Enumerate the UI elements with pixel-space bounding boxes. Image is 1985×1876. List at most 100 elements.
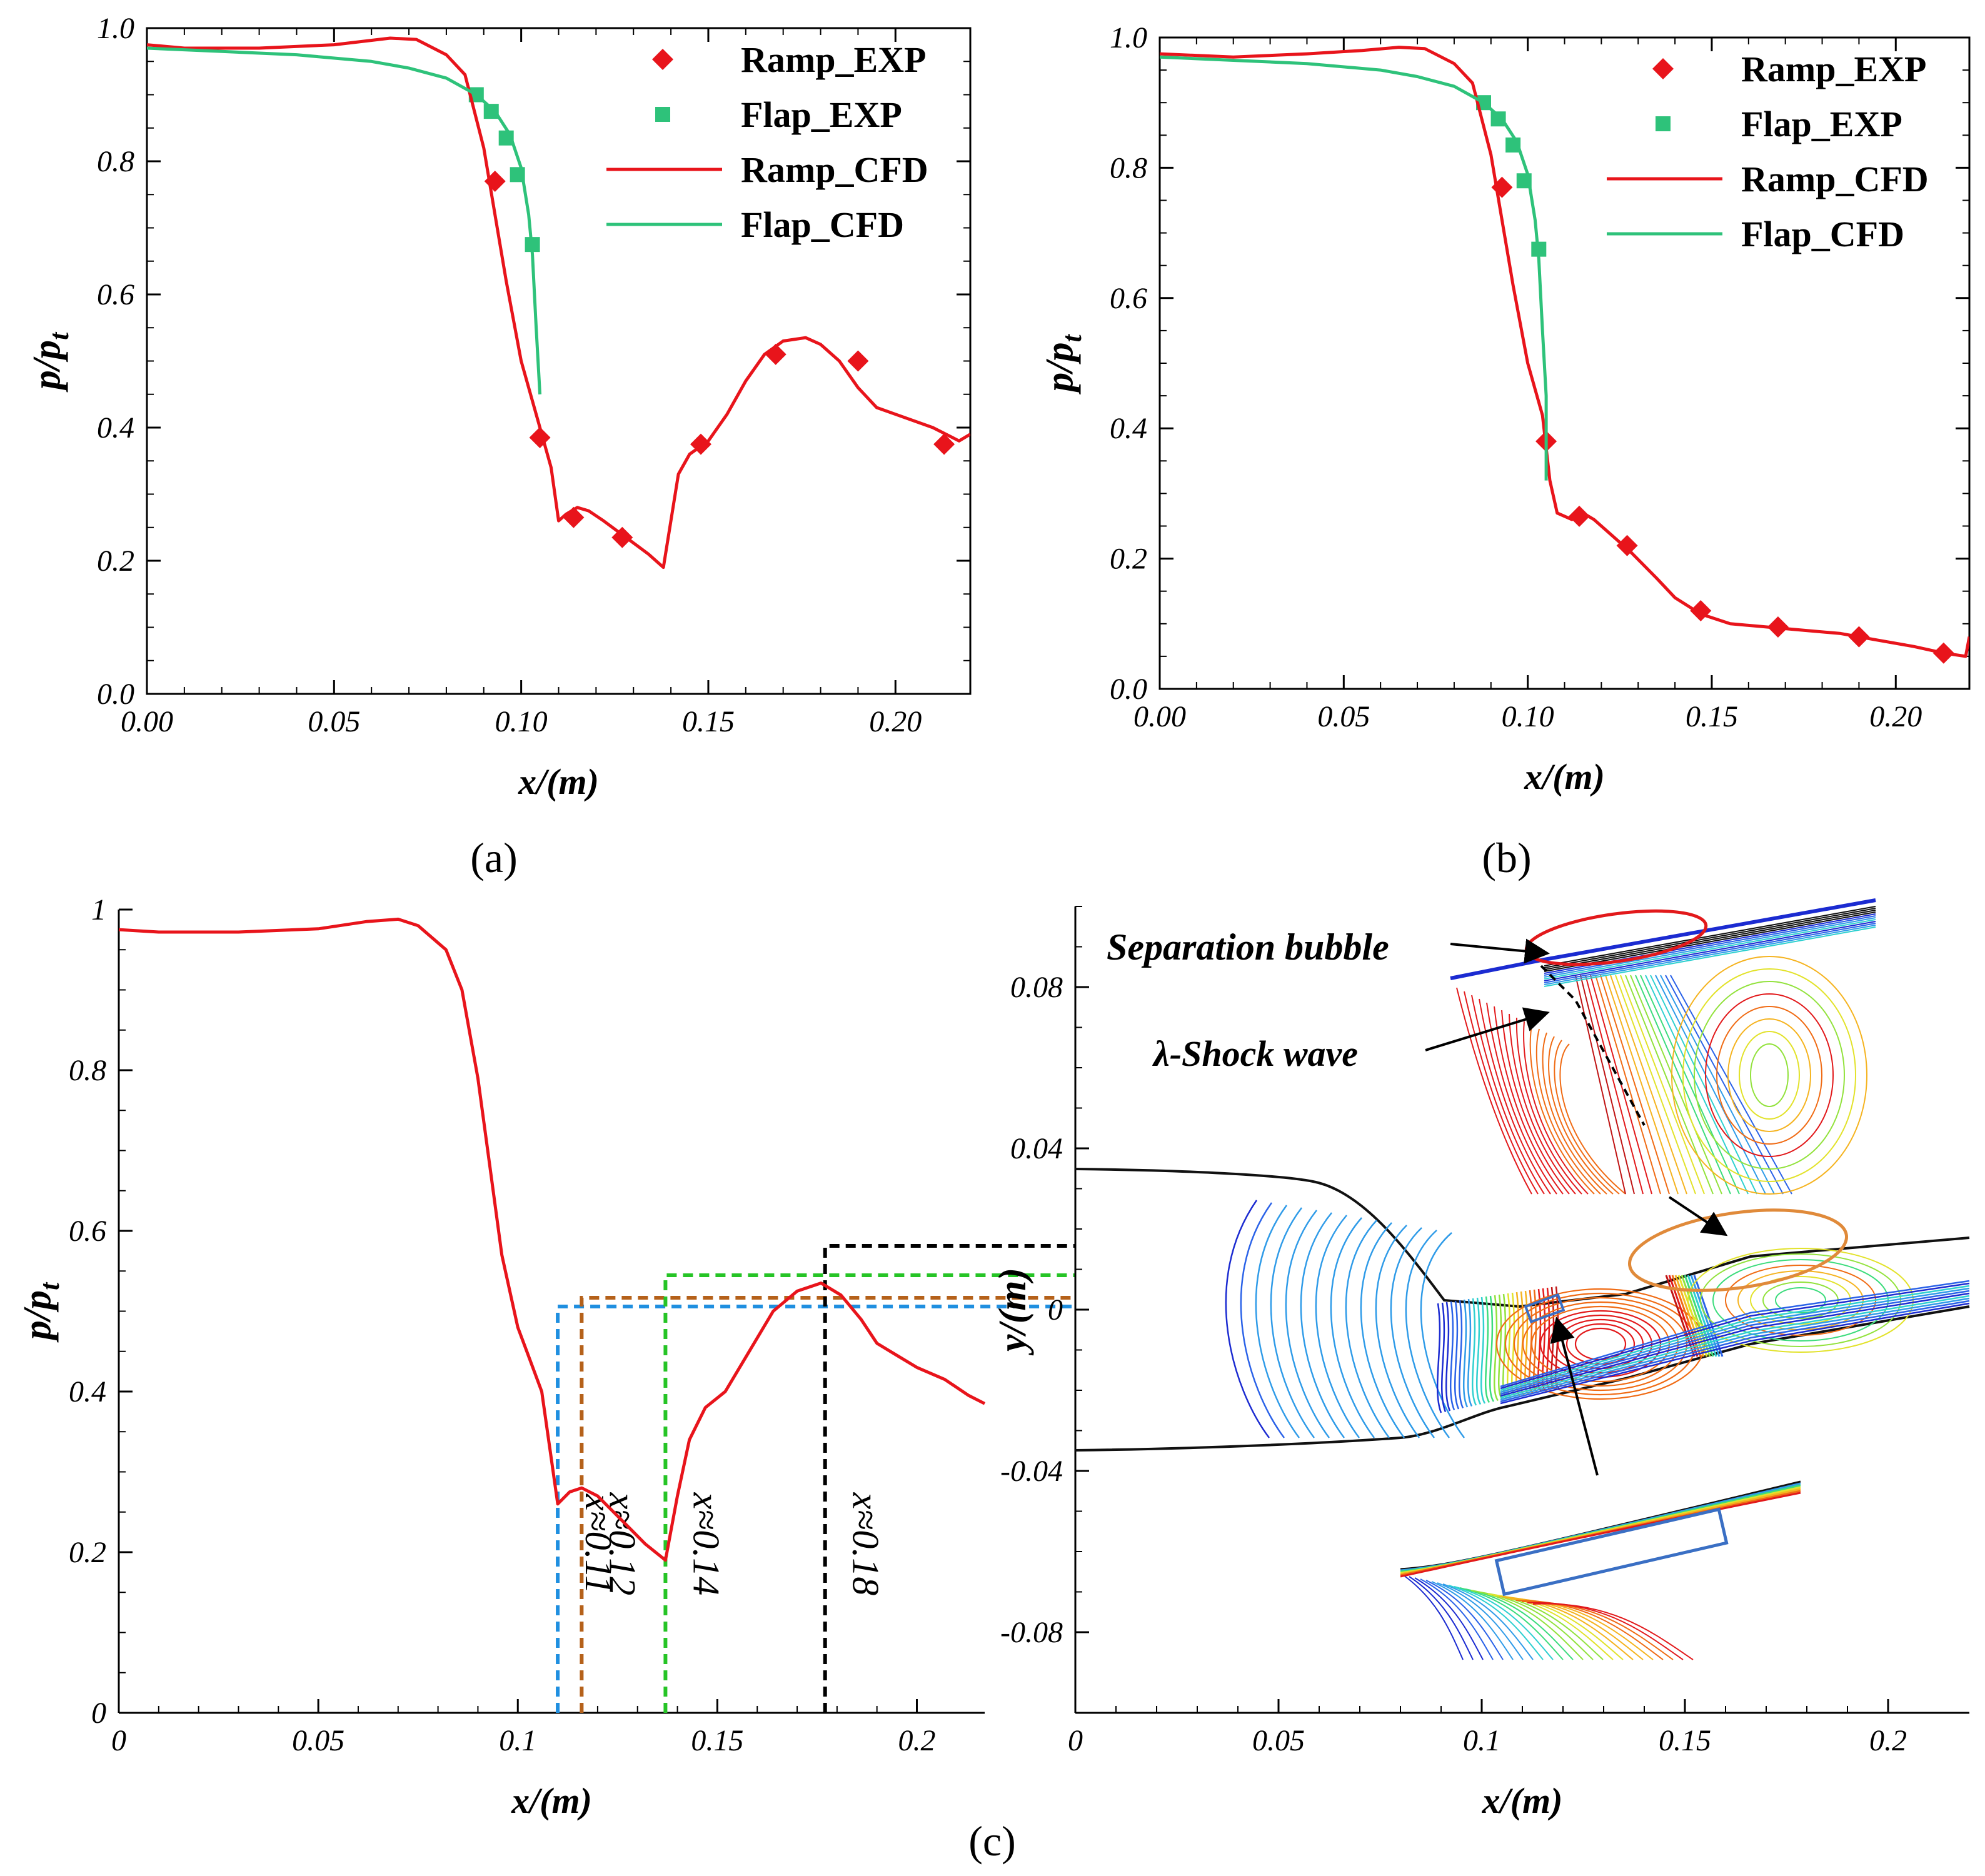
legend-marker-square bbox=[1656, 116, 1671, 131]
inset-contour bbox=[1414, 1577, 1484, 1660]
arrow-zoom-top bbox=[1668, 1196, 1728, 1236]
legend-marker-square bbox=[655, 107, 670, 122]
boundary-layer bbox=[1500, 1300, 1970, 1403]
highlight-ellipse bbox=[1628, 1208, 1848, 1292]
legend-label: Ramp_CFD bbox=[741, 149, 928, 190]
y-tick-label: 1 bbox=[91, 893, 106, 926]
x-tick-label: 0.05 bbox=[292, 1724, 344, 1757]
x-axis-title: x/(m) bbox=[511, 1780, 592, 1821]
marker-label-3: x≈0.14 bbox=[685, 1492, 726, 1596]
contour-band bbox=[1489, 1295, 1495, 1402]
inset-contour bbox=[1425, 1580, 1504, 1660]
inset-contour bbox=[1595, 975, 1661, 1195]
contour-band bbox=[1497, 1294, 1504, 1400]
y-tick-label: 0.2 bbox=[69, 1536, 106, 1569]
boundary-layer bbox=[1500, 1287, 1970, 1393]
x-axis-title: x/(m) bbox=[1524, 756, 1605, 797]
inset-contour bbox=[1532, 1603, 1694, 1660]
x-tick-label: 0.15 bbox=[1686, 700, 1738, 733]
x-tick-label: 0.15 bbox=[682, 705, 735, 738]
inset-shock-dashed bbox=[1540, 965, 1646, 1126]
inset-contour bbox=[1501, 1010, 1570, 1195]
inset-highlight-box bbox=[1494, 1507, 1729, 1597]
inset-contour bbox=[1727, 1018, 1811, 1132]
contour-band bbox=[1436, 1303, 1442, 1413]
marker-label-2: x≈0.12 bbox=[601, 1492, 643, 1596]
inset-contour bbox=[1465, 1588, 1574, 1660]
boundary-layer bbox=[1500, 1302, 1970, 1405]
inset-contour bbox=[1645, 975, 1749, 1195]
boundary-layer bbox=[1500, 1285, 1970, 1392]
plot-area bbox=[1160, 38, 1969, 689]
boundary-layer bbox=[1500, 1297, 1970, 1401]
marker-dashed-line-2 bbox=[580, 1296, 1660, 1713]
contour-line bbox=[1375, 1225, 1420, 1438]
y-tick-label: 0.4 bbox=[97, 411, 134, 444]
legend-item-ramp-exp: Ramp_EXP bbox=[652, 39, 926, 80]
inset-contour bbox=[1486, 1002, 1557, 1195]
x-tick-label: 0.20 bbox=[1869, 700, 1922, 733]
legend-label: Flap_EXP bbox=[741, 94, 902, 135]
y-tick-label: 0.8 bbox=[97, 145, 134, 178]
x-tick-label: 0.1 bbox=[1463, 1724, 1500, 1757]
inset-contour bbox=[1739, 1031, 1800, 1120]
inset-contour bbox=[1515, 1017, 1582, 1195]
x-tick-label: 0.10 bbox=[495, 705, 548, 738]
y-tick-label: 1.0 bbox=[1110, 21, 1147, 54]
inset-boundary bbox=[1544, 908, 1876, 968]
contour-band bbox=[1467, 1298, 1473, 1407]
series-line-ramp-cfd bbox=[147, 36, 970, 569]
legend-label: Flap_CFD bbox=[1741, 214, 1904, 254]
data-point-ramp-exp bbox=[933, 433, 955, 455]
lower-wall bbox=[1075, 1305, 1970, 1452]
marker-label-4: x≈0.18 bbox=[845, 1492, 887, 1596]
series-line-flap-cfd bbox=[147, 46, 542, 394]
x-tick-label: 0.15 bbox=[691, 1724, 743, 1757]
contour-band bbox=[1493, 1295, 1499, 1402]
y-axis-title: y/(m) bbox=[992, 1268, 1034, 1356]
y-tick-label: 0.8 bbox=[69, 1054, 106, 1087]
inset-contour bbox=[1630, 975, 1722, 1195]
y-axis-title: p/pt bbox=[1038, 334, 1087, 395]
inset-separation-zoom bbox=[1450, 898, 1876, 1200]
y-tick-label: 0.6 bbox=[69, 1215, 106, 1248]
legend-item-flap-exp: Flap_EXP bbox=[655, 94, 902, 135]
contour-band bbox=[1475, 1297, 1482, 1405]
contour-line bbox=[1405, 1230, 1450, 1438]
inset-contour bbox=[1420, 1578, 1494, 1660]
inset-contour bbox=[1600, 975, 1670, 1195]
boundary-layer bbox=[1500, 1295, 1970, 1399]
legend-item-ramp-cfd: Ramp_CFD bbox=[606, 149, 928, 190]
boundary-layer bbox=[1500, 1290, 1970, 1395]
x-tick-label: 0.00 bbox=[121, 705, 173, 738]
y-tick-label: 0.08 bbox=[1010, 971, 1063, 1004]
arrow-shock bbox=[1425, 1007, 1550, 1051]
y-tick-label: 0.2 bbox=[97, 544, 134, 578]
contour-loop bbox=[1700, 1253, 1901, 1347]
inset-contour bbox=[1456, 987, 1532, 1195]
inset-contour bbox=[1403, 1575, 1464, 1660]
inset-contour bbox=[1409, 1576, 1474, 1660]
contour-band bbox=[1471, 1298, 1477, 1406]
inset-contour bbox=[1615, 975, 1696, 1195]
boundary-layer bbox=[1500, 1292, 1970, 1397]
x-tick-label: 0.2 bbox=[1869, 1724, 1907, 1757]
inset-contour bbox=[1575, 975, 1626, 1195]
y-tick-label: 1.0 bbox=[97, 12, 134, 45]
series-line-flap-cfd bbox=[1160, 55, 1548, 481]
inset-contour bbox=[1542, 1032, 1607, 1195]
panel-c-contour-chart: 0 0.05 0.1 0.15 0.2 -0.08 -0.04 0 0.04 0.08 x/(m) y… bbox=[992, 898, 1970, 1821]
y-tick-label: -0.04 bbox=[1000, 1455, 1063, 1488]
inset-boundary bbox=[1544, 915, 1876, 976]
y-tick-label: 0.04 bbox=[1010, 1132, 1063, 1165]
inset-contour bbox=[1580, 975, 1635, 1195]
y-tick-label: 0.4 bbox=[1110, 412, 1147, 445]
inset-contour bbox=[1620, 975, 1705, 1195]
contour-line bbox=[1300, 1212, 1345, 1438]
panel-a-chart: 0.00 0.05 0.10 0.15 0.20 0.0 0.2 0.4 0.6 0.8 1.0 x/… bbox=[0, 0, 988, 813]
inset-boundary bbox=[1544, 926, 1876, 987]
contour-line bbox=[1285, 1210, 1330, 1438]
data-point-ramp-exp bbox=[1616, 534, 1638, 556]
inset-contour bbox=[1454, 1586, 1554, 1660]
